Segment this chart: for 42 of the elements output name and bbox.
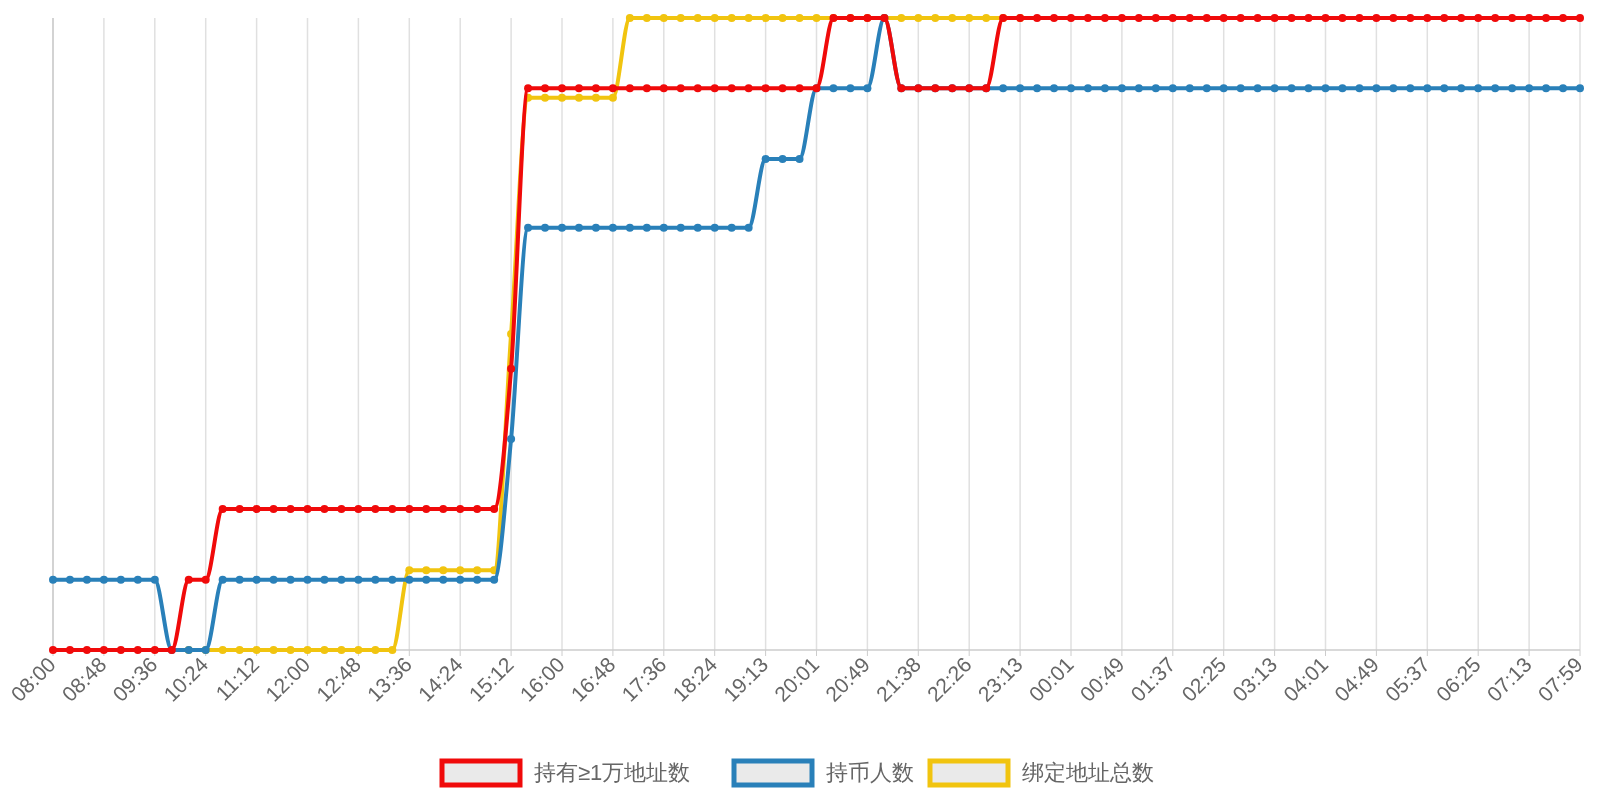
point <box>574 93 583 102</box>
point <box>371 646 380 654</box>
point <box>965 14 974 22</box>
point <box>456 566 465 575</box>
point <box>761 14 770 22</box>
legend-label: 持币人数 <box>826 759 914 785</box>
point <box>337 646 346 654</box>
point <box>642 14 651 22</box>
point <box>625 14 634 22</box>
point <box>948 14 957 22</box>
point <box>727 14 736 22</box>
point <box>439 566 448 575</box>
point <box>269 646 278 654</box>
point <box>558 93 566 102</box>
point <box>659 14 668 22</box>
point <box>778 14 787 22</box>
point <box>897 14 906 22</box>
point <box>405 566 414 575</box>
point <box>693 14 702 22</box>
point <box>541 93 550 102</box>
point <box>286 646 295 654</box>
point <box>473 566 482 575</box>
legend-label: 持有≥1万地址数 <box>534 759 691 785</box>
point <box>303 646 312 654</box>
point <box>608 93 617 102</box>
point <box>931 14 940 22</box>
point <box>591 93 600 102</box>
point <box>388 646 397 654</box>
legend-label: 绑定地址总数 <box>1022 759 1154 785</box>
point <box>422 566 431 575</box>
point <box>710 14 719 22</box>
point <box>252 646 261 654</box>
point <box>354 646 363 654</box>
point <box>744 14 753 22</box>
point <box>320 646 329 654</box>
point <box>914 14 923 22</box>
point <box>982 14 991 22</box>
point <box>812 14 821 22</box>
point <box>795 14 804 22</box>
point <box>235 646 244 654</box>
point <box>676 14 685 22</box>
point <box>218 646 227 654</box>
